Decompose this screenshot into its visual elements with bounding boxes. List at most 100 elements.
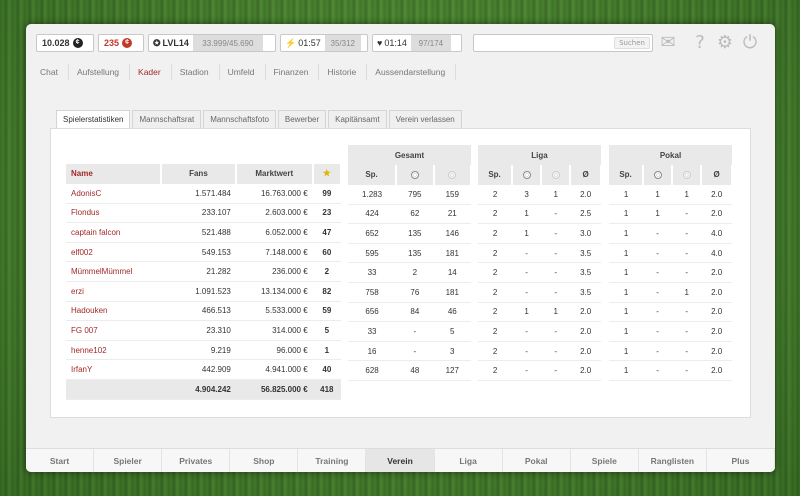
liga-sp: 2 xyxy=(478,223,513,244)
heart-icon: ♥ xyxy=(377,38,383,48)
subnav-aufstellung[interactable]: Aufstellung xyxy=(69,64,131,80)
pokal-avg: 2.0 xyxy=(701,262,732,284)
liga-avg: 3.5 xyxy=(570,282,601,303)
pokal-row: 1- -4.0 xyxy=(609,223,732,244)
pokal-row: 1- -2.0 xyxy=(609,302,732,323)
player-fans: 9.219 xyxy=(161,340,236,361)
nav-shop[interactable]: Shop xyxy=(230,449,299,472)
tab-mannschaftsfoto[interactable]: Mannschaftsfoto xyxy=(203,110,276,129)
player-marktwert: 7.148.000 € xyxy=(235,242,313,263)
subnav-aussendarstellung[interactable]: Aussendarstellung xyxy=(367,64,457,80)
gesamt-row: 595 135 181 xyxy=(348,243,471,264)
subnav-stadion[interactable]: Stadion xyxy=(172,64,220,80)
search-button[interactable]: Suchen xyxy=(614,37,650,49)
pokal-row: 1- -2.0 xyxy=(609,360,732,382)
liga-a: - xyxy=(541,243,571,264)
player-name-link[interactable]: henne102 xyxy=(66,340,162,361)
nav-verein[interactable]: Verein xyxy=(366,449,435,472)
pokal-sp: 1 xyxy=(609,243,644,264)
gesamt-goals-header[interactable] xyxy=(396,165,435,185)
nav-liga[interactable]: Liga xyxy=(435,449,503,472)
gesamt-sp: 758 xyxy=(348,282,397,303)
col-stars-header[interactable]: ★ xyxy=(312,164,343,184)
settings-gear-icon[interactable]: ⚙ xyxy=(716,32,734,53)
nav-plus[interactable]: Plus xyxy=(707,449,775,472)
tab-verein-verlassen[interactable]: Verein verlassen xyxy=(388,110,462,129)
subnav-chat[interactable]: Chat xyxy=(32,64,69,80)
player-marktwert: 96.000 € xyxy=(235,340,313,361)
gesamt-row: 1.283 795 159 xyxy=(348,184,471,205)
player-marktwert: 5.533.000 € xyxy=(235,301,313,322)
subnav-umfeld[interactable]: Umfeld xyxy=(220,64,266,80)
player-row: erzi 1.091.523 13.134.000 €82 xyxy=(66,281,341,302)
liga-a: - xyxy=(541,341,571,362)
nav-spieler[interactable]: Spieler xyxy=(94,449,163,472)
subnav-kader[interactable]: Kader xyxy=(130,64,172,80)
player-name-link[interactable]: captain falcon xyxy=(66,222,162,243)
liga-row: 2- -2.0 xyxy=(478,321,601,342)
liga-row: 2- -2.0 xyxy=(478,360,601,382)
pokal-avg-header[interactable]: Ø xyxy=(701,165,733,185)
col-fans-header[interactable]: Fans xyxy=(161,164,237,184)
pokal-goals-header[interactable] xyxy=(643,165,674,185)
liga-assists-header[interactable] xyxy=(541,165,572,185)
player-row: Flondus 233.107 2.603.000 €23 xyxy=(66,203,341,224)
nav-ranglisten[interactable]: Ranglisten xyxy=(639,449,707,472)
nav-start[interactable]: Start xyxy=(26,449,95,472)
assist-ball-icon xyxy=(682,171,691,180)
player-name-link[interactable]: elf002 xyxy=(66,242,162,263)
gesamt-row: 628 48 127 xyxy=(348,360,471,382)
credits-display: 235 ¢ xyxy=(98,34,144,52)
pokal-g: - xyxy=(643,223,673,244)
subnav-historie[interactable]: Historie xyxy=(319,64,368,80)
liga-g: - xyxy=(512,360,542,382)
player-row: captain falcon 521.488 6.052.000 €47 xyxy=(66,222,341,243)
col-name-header[interactable]: Name xyxy=(66,164,163,184)
gesamt-assists-header[interactable] xyxy=(433,165,473,185)
nav-privates[interactable]: Privates xyxy=(162,449,231,472)
power-icon[interactable]: ⏻ xyxy=(742,32,758,53)
mail-icon[interactable]: ✉ xyxy=(660,32,676,53)
player-name-link[interactable]: Flondus xyxy=(66,203,162,224)
player-fans: 23.310 xyxy=(161,320,236,341)
pokal-assists-header[interactable] xyxy=(672,165,703,185)
col-marktwert-header[interactable]: Marktwert xyxy=(235,164,314,184)
subnav-finanzen[interactable]: Finanzen xyxy=(266,64,320,80)
help-icon[interactable]: ? xyxy=(695,32,705,53)
player-name-link[interactable]: IrfanY xyxy=(66,359,162,381)
tab-mannschaftsrat[interactable]: Mannschaftsrat xyxy=(132,110,202,129)
lightning-icon: ⚡ xyxy=(285,37,297,48)
player-name-link[interactable]: erzi xyxy=(66,281,162,302)
tab-kapitaensamt[interactable]: Kapitänsamt xyxy=(328,110,387,129)
pokal-sp: 1 xyxy=(609,321,644,342)
liga-sp: 2 xyxy=(478,184,513,205)
player-marktwert: 6.052.000 € xyxy=(235,222,313,243)
nav-spiele[interactable]: Spiele xyxy=(571,449,639,472)
tab-bewerber[interactable]: Bewerber xyxy=(277,110,327,129)
pokal-g: 1 xyxy=(643,204,673,225)
player-name-link[interactable]: FG 007 xyxy=(66,320,162,341)
gesamt-a: 181 xyxy=(433,243,471,264)
pokal-stats-table: Pokal Sp. Ø 1 1 1 2.0 1 1-2.0 1- -4.0 1- -4.0 1- -2… xyxy=(609,145,733,382)
pokal-sp: 1 xyxy=(609,302,644,323)
liga-avg-header[interactable]: Ø xyxy=(570,165,602,185)
liga-sp-header[interactable]: Sp. xyxy=(478,165,514,185)
liga-sp: 2 xyxy=(478,302,513,323)
player-stars: 2 xyxy=(312,261,341,283)
player-name-link[interactable]: AdonisC xyxy=(66,183,162,204)
nav-pokal[interactable]: Pokal xyxy=(503,449,571,472)
player-marktwert: 4.941.000 € xyxy=(235,359,313,381)
pokal-g: - xyxy=(643,302,673,323)
pokal-sp-header[interactable]: Sp. xyxy=(609,165,645,185)
liga-goals-header[interactable] xyxy=(512,165,543,185)
player-name-link[interactable]: MümmelMümmel xyxy=(66,261,162,283)
liga-header: Liga xyxy=(478,145,601,165)
player-name-link[interactable]: Hadouken xyxy=(66,301,162,322)
search-input[interactable] xyxy=(477,36,617,50)
tab-spielerstatistiken[interactable]: Spielerstatistiken xyxy=(56,110,131,130)
player-marktwert: 13.134.000 € xyxy=(235,281,313,302)
gesamt-sp-header[interactable]: Sp. xyxy=(348,165,398,185)
nav-training[interactable]: Training xyxy=(298,449,367,472)
liga-avg: 2.0 xyxy=(570,184,601,205)
pokal-a: - xyxy=(672,223,702,244)
